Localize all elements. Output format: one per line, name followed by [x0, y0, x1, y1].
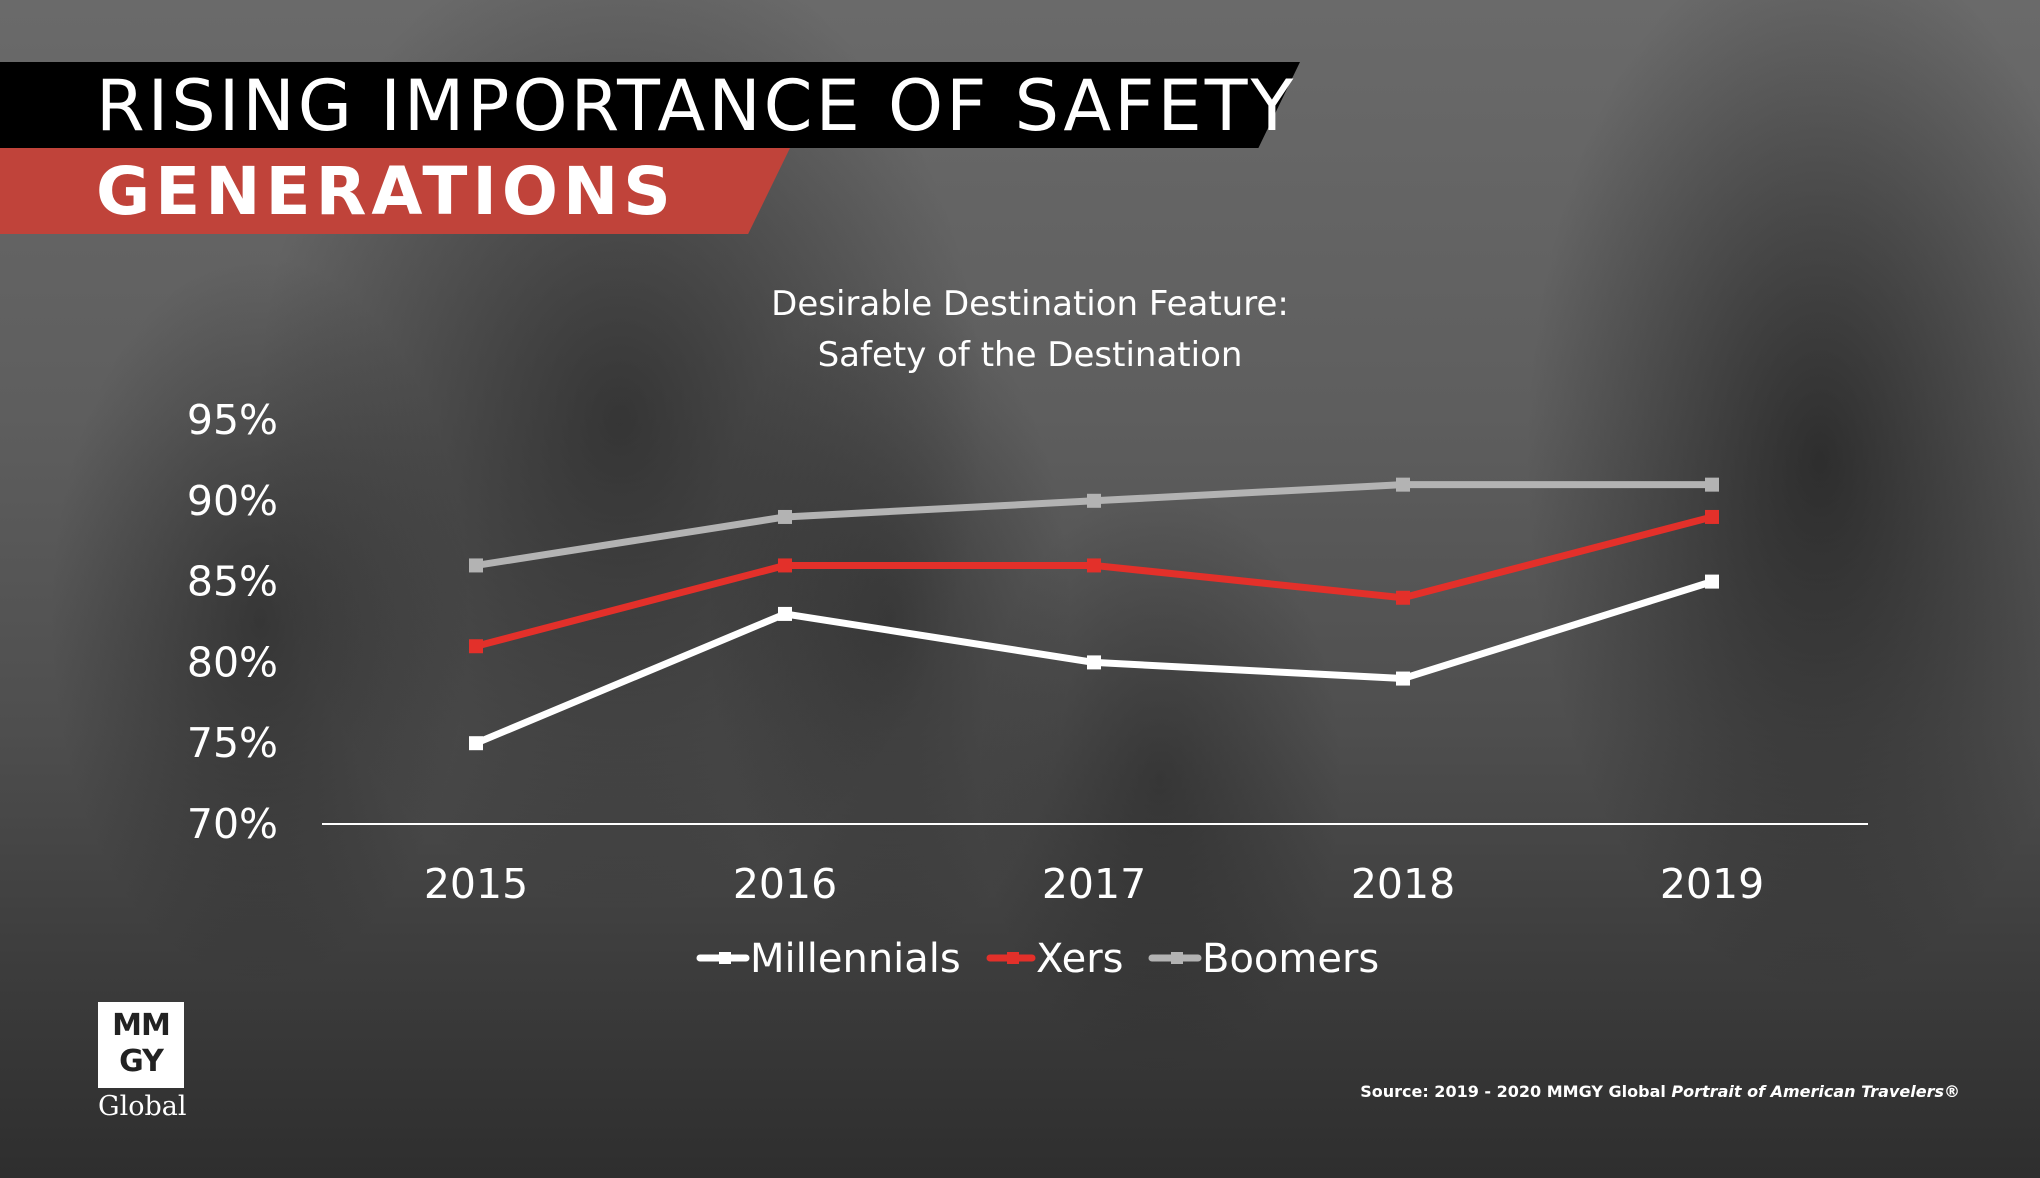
data-point-xers	[778, 558, 792, 573]
x-tick-label: 2017	[1042, 860, 1146, 908]
legend-marker-boomers	[1171, 952, 1183, 964]
title-band	[0, 62, 1300, 148]
page-title: RISING IMPORTANCE OF SAFETY	[96, 65, 1297, 147]
x-tick-label: 2019	[1660, 860, 1764, 908]
chart-title-line-2: Safety of the Destination	[818, 335, 1243, 375]
logo-box: MM GY	[98, 1002, 184, 1088]
legend-marker-millennials	[719, 952, 731, 964]
logo-text-mm: MM	[112, 1008, 171, 1043]
y-tick-label: 80%	[187, 638, 278, 686]
legend-marker-xers	[1007, 952, 1019, 964]
data-point-boomers	[1396, 477, 1410, 492]
series-xers	[469, 509, 1719, 654]
x-tick-label: 2016	[733, 860, 837, 908]
mmgy-logo: MM GY Global	[98, 1002, 187, 1124]
x-tick-label: 2018	[1351, 860, 1455, 908]
data-point-boomers	[778, 509, 792, 524]
source-italic: Portrait of American Travelers®	[1671, 1082, 1960, 1101]
series-boomers	[469, 477, 1719, 573]
series-group	[469, 477, 1719, 751]
data-point-boomers	[1705, 477, 1719, 492]
legend-item-millennials: Millennials	[696, 936, 961, 982]
data-point-xers	[1396, 590, 1410, 605]
source-prefix: Source: 2019 - 2020 MMGY Global	[1360, 1082, 1672, 1101]
data-point-xers	[469, 639, 483, 654]
data-point-millennials	[1396, 671, 1410, 686]
legend-item-boomers: Boomers	[1148, 936, 1379, 982]
legend-label-boomers: Boomers	[1202, 936, 1379, 982]
y-tick-label: 95%	[187, 396, 278, 444]
data-point-millennials	[469, 736, 483, 751]
logo-text-gy: GY	[119, 1044, 164, 1079]
data-point-xers	[1705, 509, 1719, 524]
y-axis-ticks: 70% 75% 80% 85% 90% 95%	[187, 396, 278, 848]
source-note: Source: 2019 - 2020 MMGY Global Portrait…	[1360, 1082, 1960, 1101]
series-millennials	[469, 574, 1719, 751]
legend-label-millennials: Millennials	[750, 936, 961, 982]
y-tick-label: 75%	[187, 719, 278, 767]
x-tick-label: 2015	[424, 860, 528, 908]
y-tick-label: 90%	[187, 477, 278, 525]
page-subtitle: GENERATIONS	[96, 153, 676, 230]
subtitle-band	[0, 148, 790, 234]
logo-wordmark: Global	[98, 1091, 187, 1122]
data-point-xers	[1087, 558, 1101, 573]
y-tick-label: 70%	[187, 800, 278, 848]
chart-title-line-1: Desirable Destination Feature:	[771, 284, 1289, 324]
data-point-boomers	[469, 558, 483, 573]
x-axis-ticks: 2015 2016 2017 2018 2019	[424, 860, 1764, 908]
y-tick-label: 85%	[187, 558, 278, 606]
legend-label-xers: Xers	[1036, 936, 1124, 982]
data-point-millennials	[1705, 574, 1719, 589]
data-point-boomers	[1087, 493, 1101, 508]
legend: Millennials Xers Boomers	[696, 936, 1379, 982]
data-point-millennials	[1087, 655, 1101, 670]
legend-item-xers: Xers	[986, 936, 1124, 982]
data-point-millennials	[778, 606, 792, 621]
chart-title: Desirable Destination Feature: Safety of…	[771, 284, 1289, 375]
